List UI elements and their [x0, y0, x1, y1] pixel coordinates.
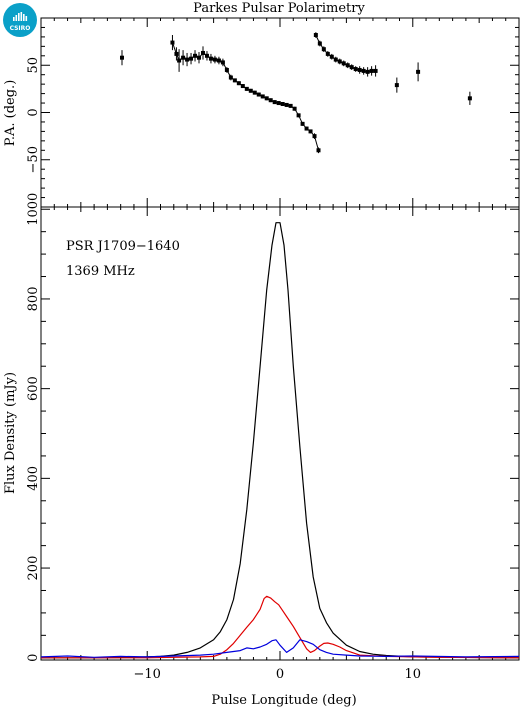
pa-point: [292, 106, 297, 111]
pa-axis-ticks: −50 0 50: [26, 17, 520, 208]
pa-point: [197, 55, 202, 60]
pa-point: [325, 51, 330, 56]
pa-point: [349, 65, 354, 70]
csiro-logo-bar: [13, 17, 15, 21]
pa-point: [288, 103, 293, 108]
pa-point: [189, 56, 194, 61]
x-tick-label: 10: [405, 667, 422, 682]
pa-y-tick-label: 50: [26, 57, 41, 74]
pa-point: [337, 59, 342, 64]
pa-point: [284, 102, 289, 107]
pa-point: [170, 40, 175, 45]
pa-point: [216, 58, 221, 63]
pa-point: [308, 129, 313, 134]
pa-point: [313, 33, 318, 38]
pa-point: [316, 148, 321, 153]
pa-point: [224, 67, 229, 72]
pa-panel-frame: [40, 17, 520, 208]
pa-point: [361, 68, 366, 73]
x-tick-label: 0: [276, 667, 284, 682]
pa-point: [329, 54, 334, 59]
pa-point: [181, 55, 186, 60]
pa-point: [272, 100, 277, 105]
pa-point: [353, 67, 358, 72]
pa-axis-title: P.A. (deg.): [3, 80, 18, 147]
flux-y-tick-label: 400: [26, 466, 41, 491]
pa-point: [204, 53, 209, 58]
pa-point: [236, 81, 241, 86]
pa-point: [264, 96, 269, 101]
csiro-logo-bar: [20, 12, 23, 21]
csiro-logo-badge: [3, 3, 37, 37]
pa-trace: [172, 42, 319, 151]
csiro-logo: CSIRO: [3, 3, 37, 37]
pulsar-name-label: PSR J1709−1640: [66, 239, 180, 254]
csiro-logo-bars: [13, 12, 28, 21]
pa-point: [212, 57, 217, 62]
x-axis-title: Pulse Longitude (deg): [211, 693, 356, 708]
chart-title: Parkes Pulsar Polarimetry: [193, 1, 365, 16]
pa-point: [193, 53, 198, 58]
pa-point: [373, 68, 378, 73]
pa-point: [232, 78, 237, 83]
pa-point: [341, 61, 346, 66]
pa-point: [345, 63, 350, 68]
pa-point: [256, 92, 261, 97]
pa-point: [357, 67, 362, 72]
linear-polarization-line: [41, 595, 520, 659]
pa-point: [304, 126, 309, 131]
pa-point: [244, 86, 249, 91]
pa-point: [467, 96, 472, 101]
csiro-logo-text: CSIRO: [10, 25, 31, 32]
pa-point: [333, 57, 338, 62]
flux-y-tick-label: 200: [26, 556, 41, 581]
pa-point: [220, 60, 225, 65]
pa-point: [268, 98, 273, 103]
total-intensity-line: [41, 222, 520, 659]
flux-y-tick-label: 800: [26, 287, 41, 312]
pa-point: [185, 57, 190, 62]
x-tick-label: −10: [134, 667, 161, 682]
circular-polarization-line: [40, 639, 520, 658]
pa-point: [228, 75, 233, 80]
pa-point: [300, 121, 305, 126]
flux-y-tick-label: 0: [26, 654, 41, 662]
pa-point: [119, 55, 124, 60]
pa-point: [296, 113, 301, 118]
pa-point: [280, 101, 285, 106]
pa-point: [200, 50, 205, 55]
csiro-logo-bar: [25, 16, 28, 21]
pa-point: [312, 134, 317, 139]
flux-axis-title: Flux Density (mJy): [3, 372, 18, 494]
flux-y-tick-label: 600: [26, 376, 41, 401]
pa-point: [252, 90, 257, 95]
pa-data: [119, 32, 472, 154]
pa-point: [208, 56, 213, 61]
frequency-label: 1369 MHz: [66, 264, 135, 279]
pa-point: [416, 69, 421, 74]
pa-point: [317, 41, 322, 46]
pa-point: [240, 84, 245, 89]
pa-point: [276, 101, 281, 106]
pa-point: [321, 47, 326, 52]
pa-point: [248, 88, 253, 93]
pa-point: [174, 51, 179, 56]
pa-point: [260, 94, 265, 99]
pa-y-tick-label: −50: [26, 146, 41, 173]
csiro-logo-bar: [18, 13, 20, 21]
csiro-logo-bar: [15, 15, 18, 21]
pa-point: [365, 69, 370, 74]
pa-y-tick-label: 0: [26, 108, 41, 116]
pa-point: [369, 68, 374, 73]
csiro-logo-bar: [23, 14, 25, 21]
flux-data: [40, 222, 520, 659]
flux-y-tick-label: 1000: [26, 193, 41, 226]
pa-point: [394, 83, 399, 88]
pa-trace: [316, 35, 470, 98]
pa-point: [177, 58, 182, 63]
